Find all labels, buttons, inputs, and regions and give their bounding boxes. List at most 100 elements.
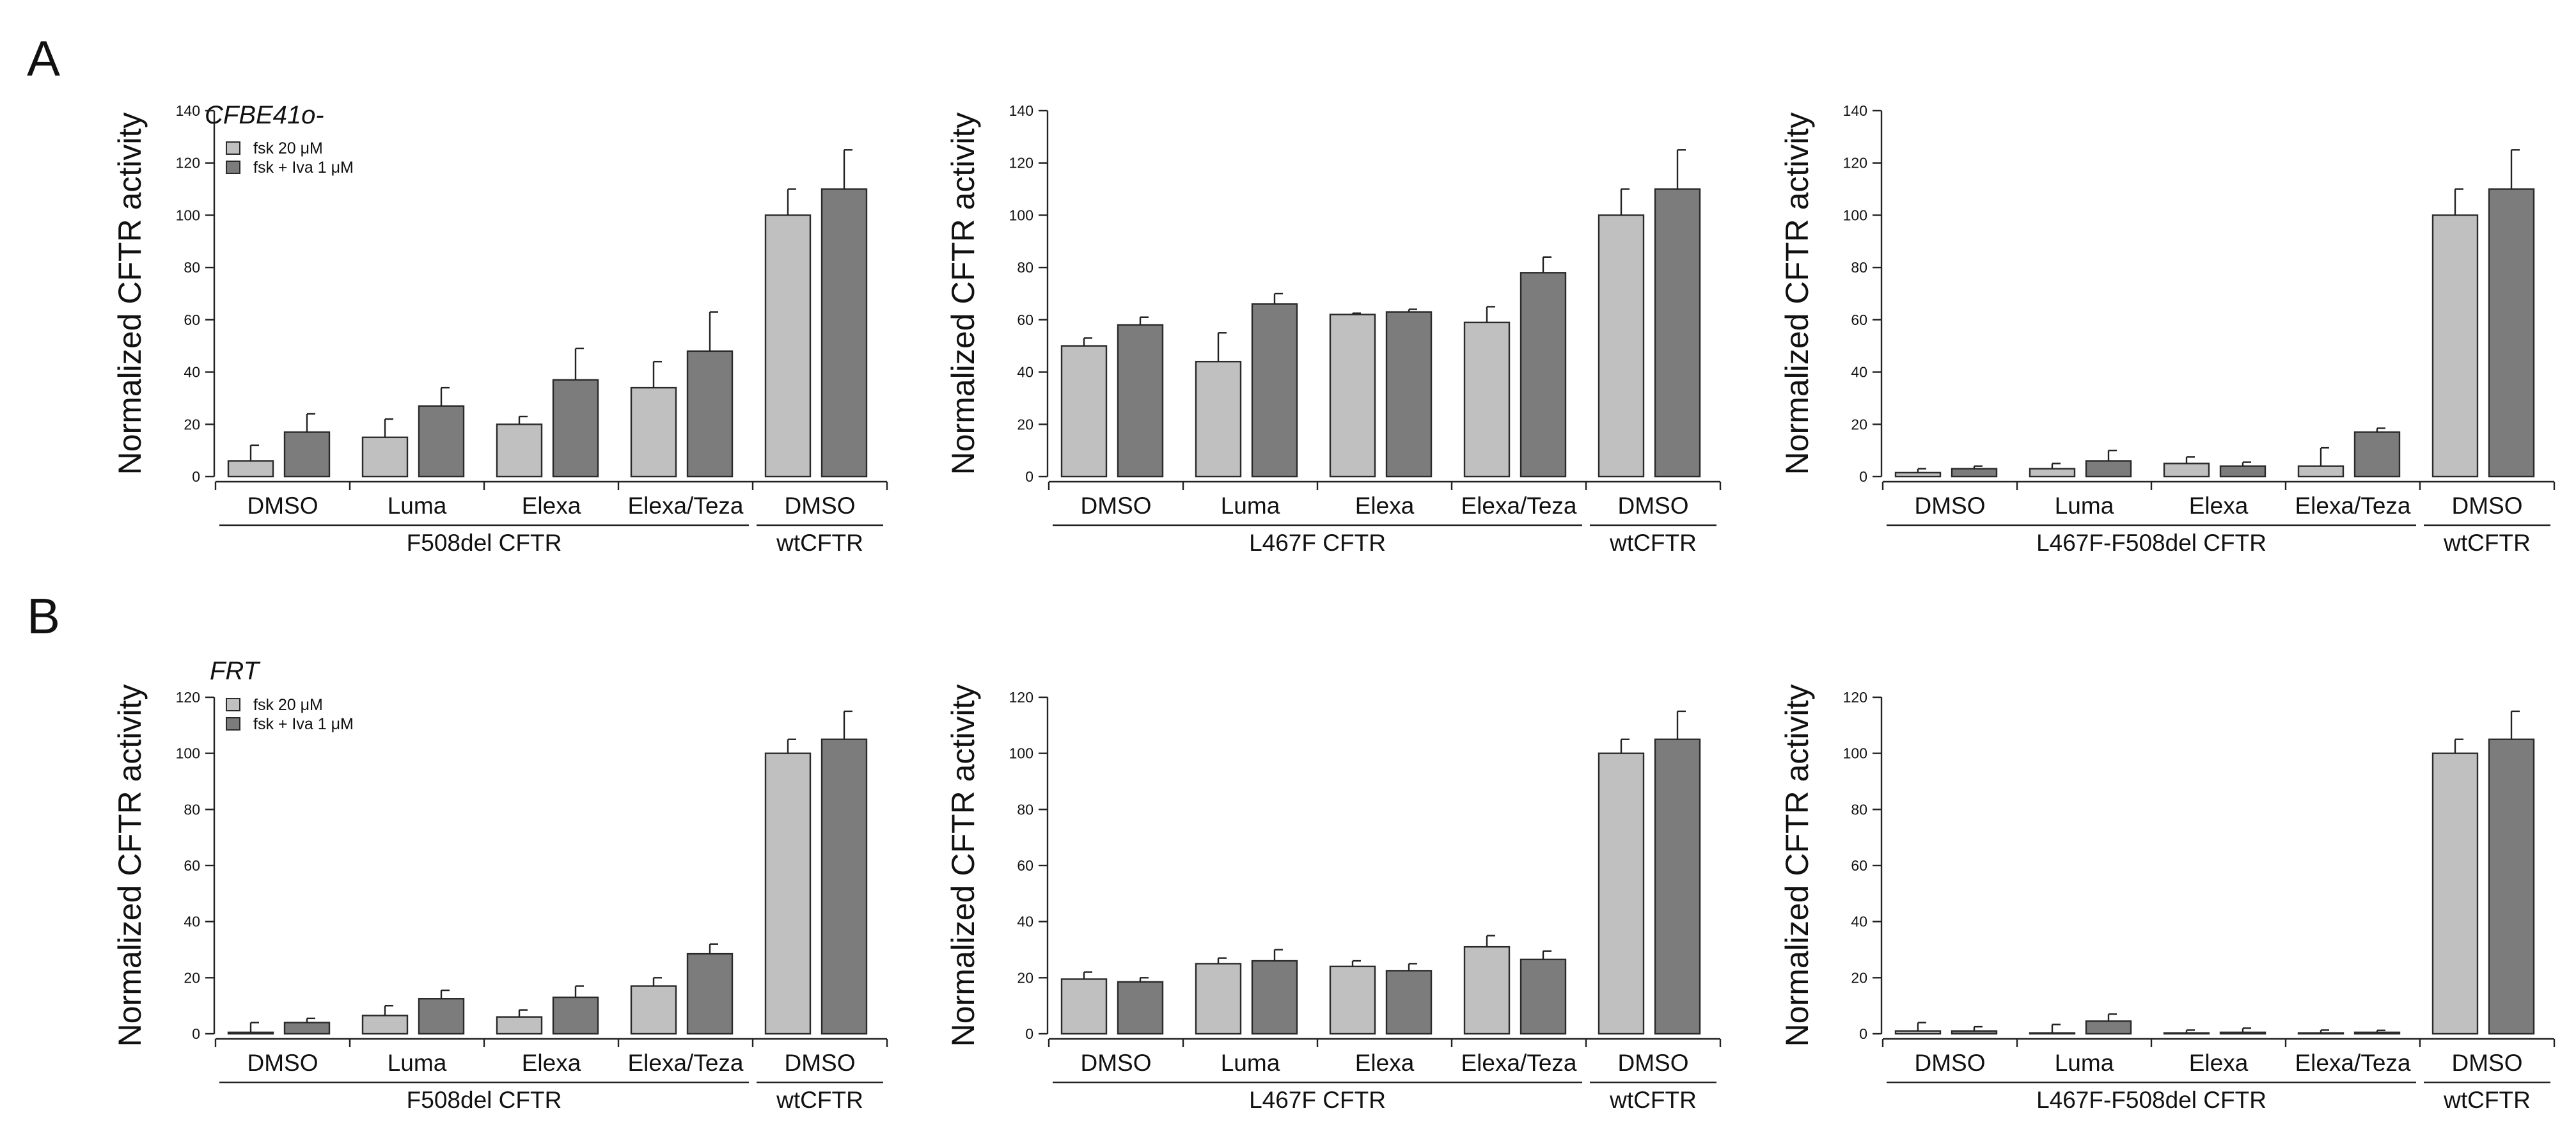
chart-panel-1-1: 0 20 40 60 80 100 120 Normalized CFTR activity D…: [945, 684, 1722, 1113]
y-tick-label: 120: [1009, 689, 1033, 706]
y-tick-label: 80: [184, 259, 200, 276]
x-tick-label: DMSO: [1081, 493, 1152, 519]
x-tick-label: Luma: [2055, 1050, 2114, 1076]
bar-fsk: [1329, 313, 1376, 478]
y-tick-label: 60: [1017, 312, 1033, 328]
bar-fsk-iva: [1654, 188, 1701, 478]
y-axis-label: Normalized CFTR activity: [112, 113, 148, 475]
bar-fsk: [2163, 1032, 2210, 1035]
bar-fsk: [764, 752, 812, 1035]
bar-fsk-iva: [2488, 738, 2535, 1035]
y-tick-label: 40: [1851, 364, 1867, 381]
panel-letter-a: A: [27, 30, 60, 86]
y-tick-label: 40: [1017, 913, 1033, 930]
x-tick-label: Elexa/Teza: [628, 493, 744, 519]
bar-fsk-iva: [1385, 311, 1433, 478]
y-tick-label: 60: [1851, 312, 1867, 328]
x-tick-label: Elexa: [1355, 493, 1415, 519]
legend-swatch-fsk-iva: [226, 717, 240, 731]
bar-fsk: [2431, 752, 2479, 1035]
charts-layer: 0 20 40 60 80 100 120 140 Normalized CFTR activi…: [112, 102, 2556, 1113]
bar-fsk: [1894, 471, 1942, 478]
y-tick-label: 120: [1009, 155, 1033, 171]
bar-fsk-iva: [2219, 1031, 2266, 1035]
bar-fsk: [764, 214, 812, 478]
y-tick-label: 40: [184, 913, 200, 930]
bar-fsk: [2029, 1032, 2076, 1035]
y-tick-label: 120: [176, 689, 200, 706]
y-axis-label: Normalized CFTR activity: [945, 113, 981, 475]
y-tick-label: 20: [1017, 416, 1033, 432]
group-label: L467F CFTR: [1249, 1087, 1386, 1113]
y-tick-label: 100: [1009, 207, 1033, 223]
x-tick-label: Elexa: [1355, 1050, 1415, 1076]
legend-label-fsk-iva: fsk + Iva 1 μM: [253, 159, 354, 177]
bar-fsk: [1598, 752, 1645, 1035]
bar-fsk: [496, 423, 543, 478]
x-tick-label: Luma: [388, 493, 447, 519]
x-tick-label: DMSO: [785, 1050, 856, 1076]
y-tick-label: 20: [184, 969, 200, 986]
bar-fsk: [227, 460, 274, 478]
legend-swatch-fsk: [226, 141, 240, 155]
x-tick-label: Luma: [1221, 493, 1280, 519]
bar-fsk-iva: [1520, 272, 1567, 478]
bar-fsk-iva: [552, 996, 599, 1035]
group-label: wtCFTR: [1609, 1087, 1697, 1113]
y-tick-label: 100: [1843, 207, 1867, 223]
x-tick-label: Elexa: [2189, 493, 2249, 519]
bar-fsk-iva: [2085, 1020, 2132, 1035]
y-tick-label: 0: [192, 1025, 200, 1042]
x-tick-label: Elexa/Teza: [1461, 493, 1577, 519]
y-tick-label: 60: [184, 312, 200, 328]
bar-fsk-iva: [1117, 981, 1164, 1035]
chart-panel-0-2: 0 20 40 60 80 100 120 140 Normalized CFTR activi…: [1779, 102, 2556, 556]
x-tick-label: Elexa: [2189, 1050, 2249, 1076]
bar-fsk-iva: [686, 953, 734, 1035]
x-tick-label: DMSO: [2452, 493, 2523, 519]
bar-fsk-iva: [821, 738, 868, 1035]
x-tick-label: DMSO: [1618, 493, 1689, 519]
y-tick-label: 0: [1025, 1025, 1033, 1042]
bar-fsk: [1463, 321, 1511, 478]
bar-fsk: [1195, 361, 1242, 478]
bar-fsk-iva: [552, 379, 599, 478]
group-label: wtCFTR: [2443, 530, 2531, 556]
y-tick-label: 60: [184, 857, 200, 874]
bar-fsk-iva: [1951, 1030, 1998, 1035]
x-tick-label: Luma: [1221, 1050, 1280, 1076]
bar-fsk-iva: [821, 188, 868, 478]
bar-fsk: [2297, 1032, 2344, 1035]
bar-fsk-iva: [418, 998, 465, 1035]
chart-panel-0-0: 0 20 40 60 80 100 120 140 Normalized CFTR activi…: [112, 102, 888, 556]
bar-fsk: [2431, 214, 2479, 478]
bar-fsk: [630, 985, 677, 1035]
group-label: F508del CFTR: [407, 530, 562, 556]
y-tick-label: 80: [184, 801, 200, 818]
y-tick-label: 80: [1017, 801, 1033, 818]
bar-fsk-iva: [1251, 960, 1298, 1035]
group-label: wtCFTR: [776, 530, 863, 556]
legend-a: fsk 20 μM fsk + Iva 1 μM: [226, 139, 354, 177]
y-tick-label: 40: [184, 364, 200, 381]
x-tick-label: DMSO: [1915, 1050, 1986, 1076]
x-tick-label: Elexa: [522, 493, 581, 519]
x-tick-label: DMSO: [785, 493, 856, 519]
x-tick-label: DMSO: [2452, 1050, 2523, 1076]
bar-fsk-iva: [2219, 465, 2266, 478]
bar-fsk: [1060, 345, 1108, 478]
x-tick-label: Elexa/Teza: [2295, 1050, 2411, 1076]
y-tick-label: 100: [1009, 745, 1033, 762]
group-label: L467F-F508del CFTR: [2036, 1087, 2266, 1113]
bar-fsk-iva: [283, 431, 331, 478]
chart-panel-1-0: 0 20 40 60 80 100 120 Normalized CFTR activity D…: [112, 684, 888, 1113]
bar-fsk: [496, 1016, 543, 1035]
y-tick-label: 0: [192, 468, 200, 485]
chart-panel-1-2: 0 20 40 60 80 100 120 Normalized CFTR activity D…: [1779, 684, 2556, 1113]
y-tick-label: 120: [1843, 689, 1867, 706]
x-tick-label: Elexa: [522, 1050, 581, 1076]
bar-fsk-iva: [1385, 970, 1433, 1035]
bar-fsk-iva: [1251, 303, 1298, 478]
